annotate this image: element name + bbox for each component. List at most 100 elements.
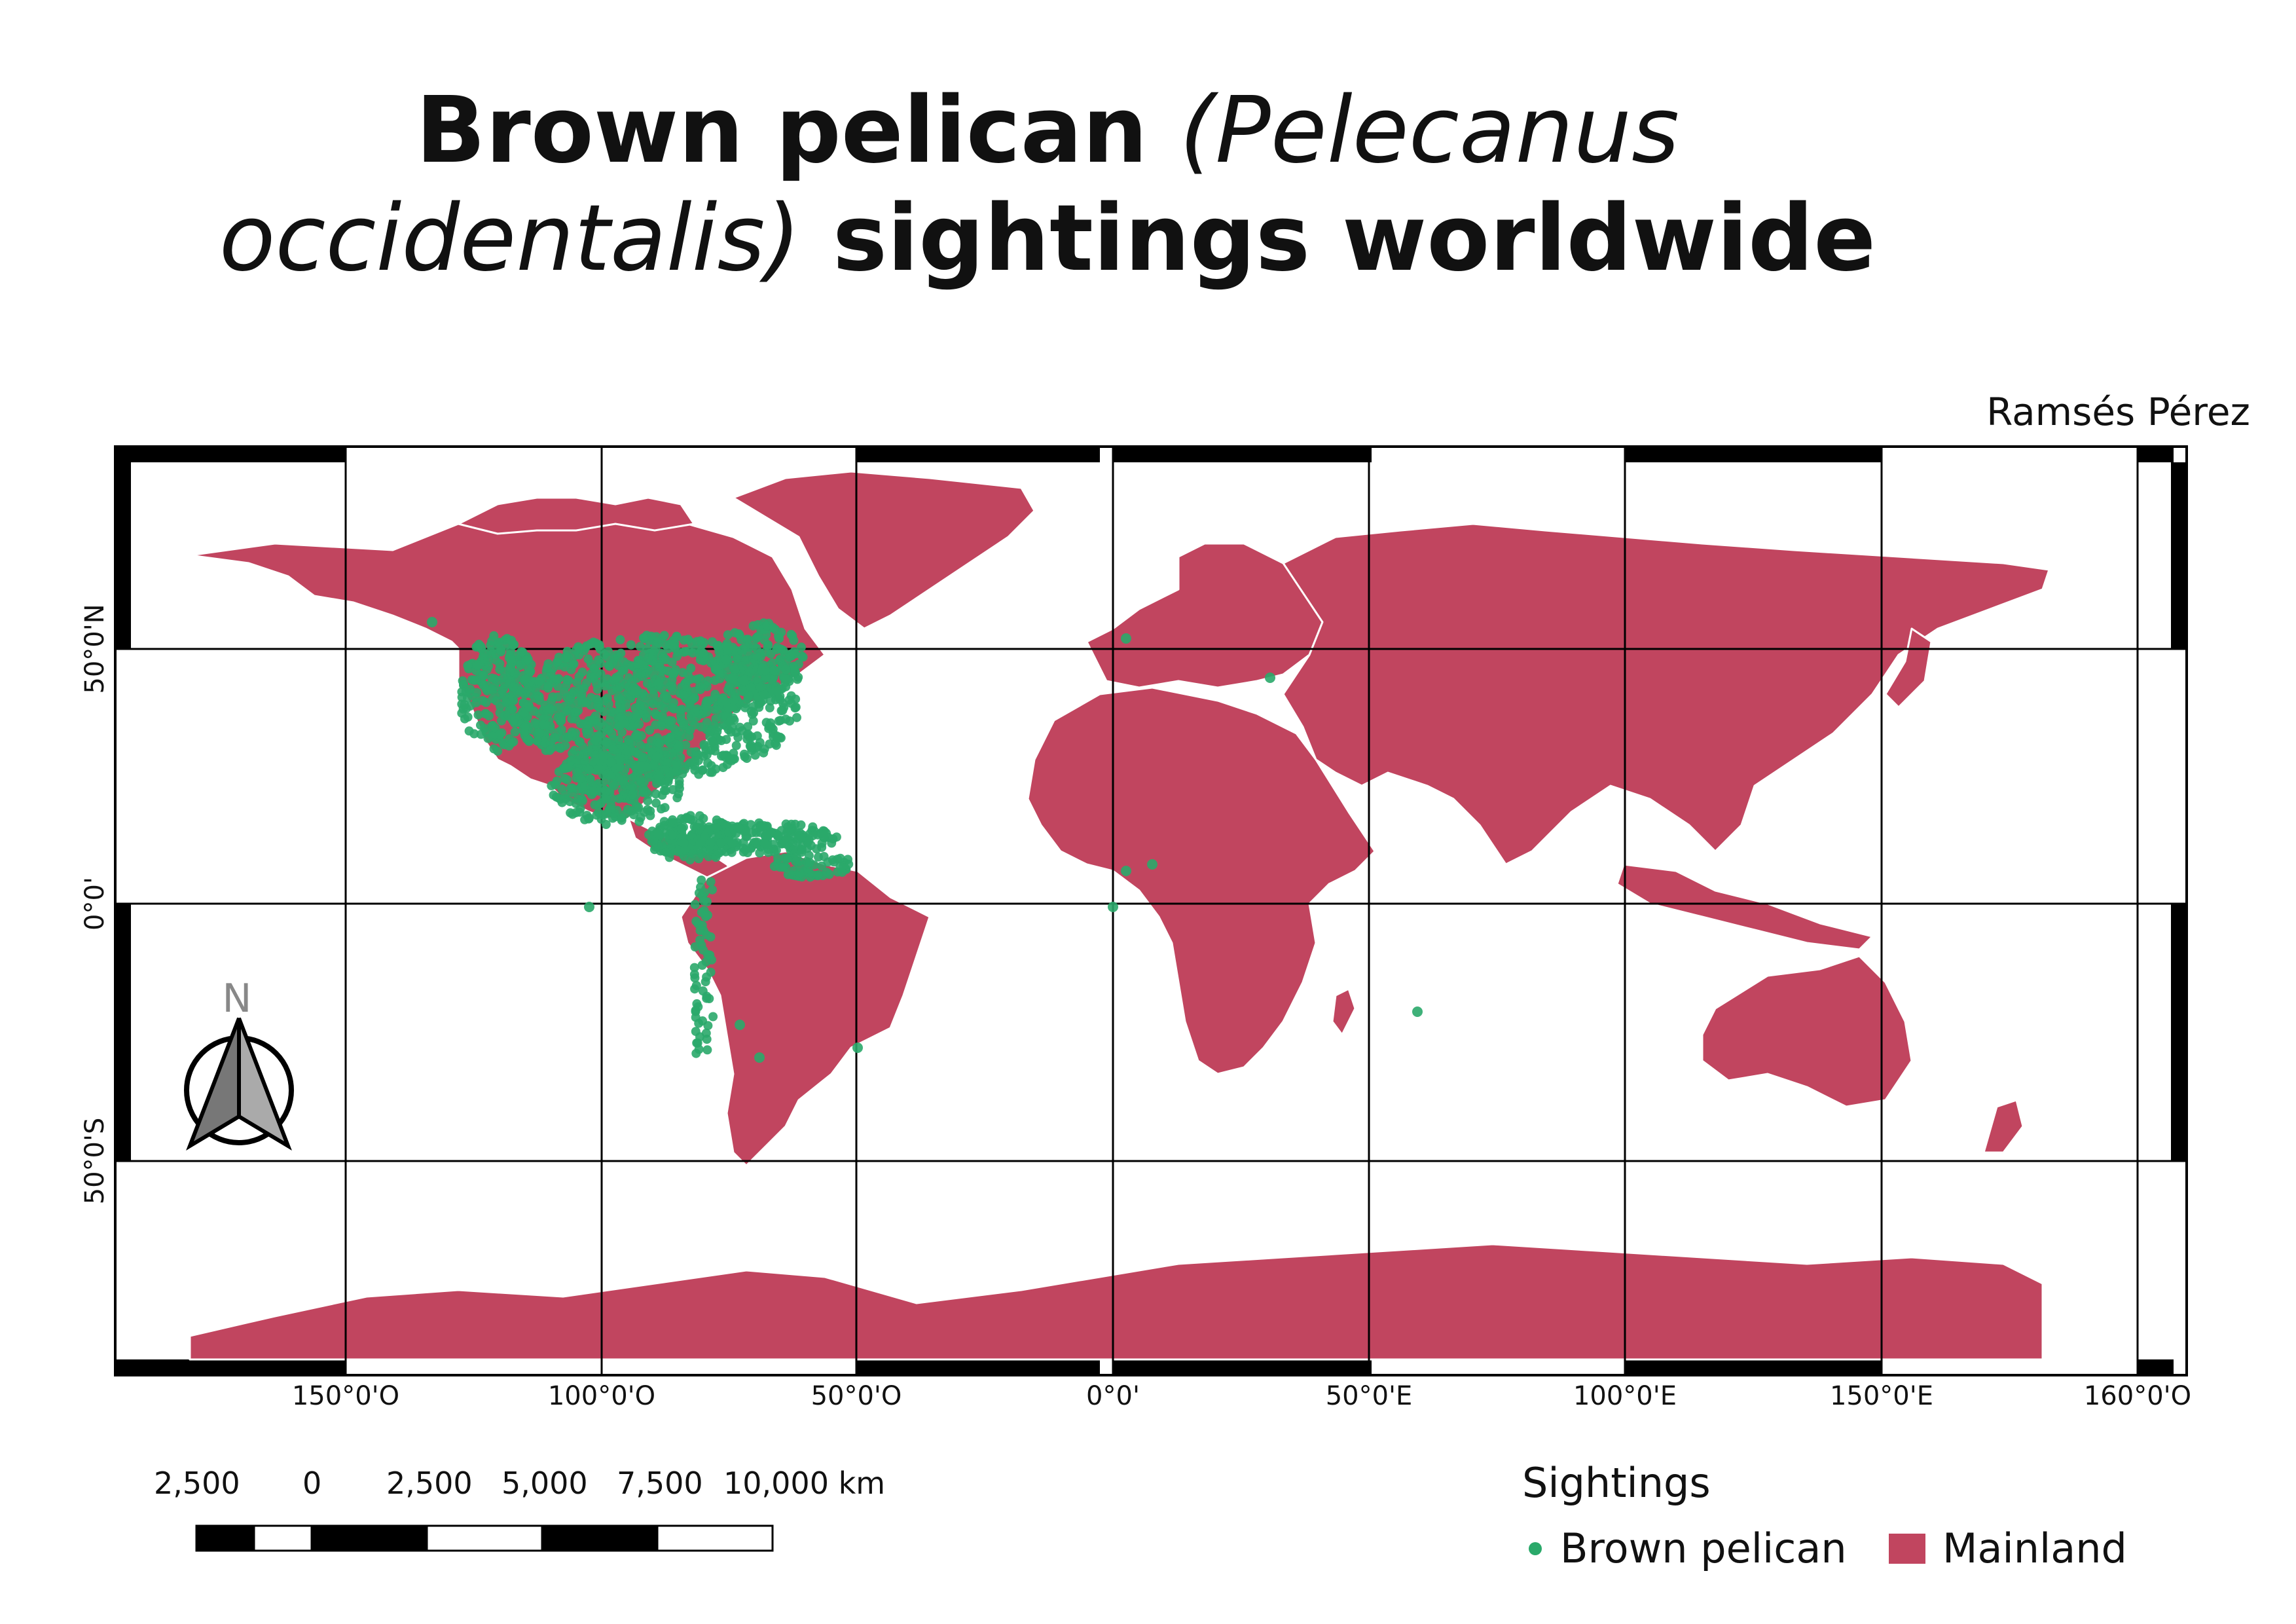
land-asia — [1282, 523, 2050, 866]
sighting-point — [754, 631, 763, 641]
sighting-point — [615, 754, 625, 764]
sighting-point — [797, 642, 806, 652]
sighting-point — [835, 853, 845, 863]
sighting-point — [652, 638, 662, 648]
sighting-point — [837, 868, 847, 877]
sighting-point — [740, 699, 750, 709]
sighting-point — [601, 794, 611, 803]
sighting-point — [571, 646, 581, 655]
sighting-point — [722, 760, 732, 769]
sighting-point — [488, 694, 498, 703]
sighting-point — [647, 736, 657, 746]
land-new-zealand — [1982, 1099, 2024, 1154]
sighting-point — [675, 705, 685, 715]
sighting-point — [574, 672, 584, 682]
sighting-point — [602, 693, 612, 703]
sighting-point — [619, 657, 629, 667]
sighting-point — [723, 645, 733, 655]
y-tick-label: 50°0'N — [80, 604, 110, 693]
sighting-point — [780, 674, 790, 684]
sighting-point — [771, 845, 781, 855]
sighting-point — [673, 647, 683, 657]
sighting-point — [461, 687, 471, 696]
sighting-point — [478, 696, 488, 705]
sighting-point — [427, 617, 437, 627]
sighting-point — [767, 658, 777, 668]
sighting-point — [737, 646, 747, 656]
sighting-point — [701, 977, 710, 987]
sighting-point — [772, 645, 781, 655]
sighting-point — [744, 691, 754, 701]
sighting-point — [740, 845, 750, 855]
legend-title: Sightings — [1522, 1459, 1711, 1507]
sighting-point — [690, 973, 700, 983]
sighting-point — [657, 804, 666, 814]
sighting-point — [655, 739, 665, 748]
sighting-point — [785, 716, 795, 726]
sighting-point — [804, 836, 814, 845]
sighting-point — [630, 703, 640, 713]
sighting-point — [495, 665, 505, 674]
sighting-point — [727, 722, 737, 732]
sighting-point — [627, 783, 637, 792]
sighting-point — [545, 745, 555, 755]
sighting-point — [606, 713, 615, 723]
sighting-point — [702, 696, 712, 706]
sighting-point — [651, 789, 661, 799]
sighting-point — [771, 625, 780, 635]
sighting-point — [487, 673, 497, 683]
sighting-point — [788, 870, 797, 880]
sighting-point — [524, 702, 534, 712]
legend-item-brown-pelican: Brown pelican — [1529, 1524, 1847, 1572]
x-axis-labels: 150°0'O 100°0'O 50°0'O 0°0' 50°0'E 100°0… — [292, 1381, 2191, 1411]
sighting-point — [661, 847, 671, 857]
sighting-point — [697, 961, 707, 970]
north-arrow-label: N — [223, 976, 252, 1022]
sighting-point — [708, 1012, 718, 1022]
sighting-point — [705, 767, 715, 777]
sighting-point — [668, 686, 678, 695]
sighting-point — [508, 682, 518, 692]
land-africa — [1027, 686, 1376, 1075]
sighting-point — [716, 838, 725, 847]
sighting-point — [532, 736, 542, 746]
sighting-point — [671, 767, 681, 777]
sighting-point — [680, 814, 689, 824]
sighting-point — [702, 1035, 712, 1044]
sighting-point — [1265, 673, 1275, 683]
sighting-point — [706, 877, 716, 887]
sighting-point — [748, 621, 758, 631]
sighting-point — [782, 854, 792, 864]
scale-label: 2,500 — [386, 1466, 473, 1501]
sighting-point — [479, 649, 489, 659]
sighting-point — [473, 710, 483, 720]
sighting-point — [579, 683, 589, 693]
sighting-point — [697, 876, 706, 885]
sighting-point — [651, 752, 661, 762]
sighting-point — [763, 845, 773, 855]
title-scientific-name-part1: (Pelecanus — [1179, 77, 1680, 184]
graticule — [115, 447, 2187, 1375]
sighting-point — [680, 838, 689, 848]
sighting-point — [703, 758, 713, 768]
sighting-point — [663, 736, 673, 746]
sighting-point — [667, 748, 677, 758]
sighting-point — [539, 738, 549, 748]
sighting-point — [574, 750, 584, 760]
sighting-point — [733, 733, 743, 742]
sighting-point — [602, 674, 612, 684]
sighting-point — [464, 726, 474, 736]
sighting-point — [670, 724, 680, 734]
sighting-point — [1121, 866, 1131, 876]
sighting-point — [691, 707, 700, 716]
sighting-point — [589, 674, 598, 684]
land-canadian-arctic — [457, 496, 695, 535]
sighting-point — [621, 748, 631, 758]
sighting-point — [1412, 1006, 1423, 1017]
sighting-point — [479, 671, 488, 680]
sighting-point — [667, 830, 677, 840]
sighting-point — [593, 721, 603, 731]
sighting-point — [701, 745, 711, 755]
sighting-point — [790, 663, 799, 673]
sighting-point — [659, 817, 669, 826]
